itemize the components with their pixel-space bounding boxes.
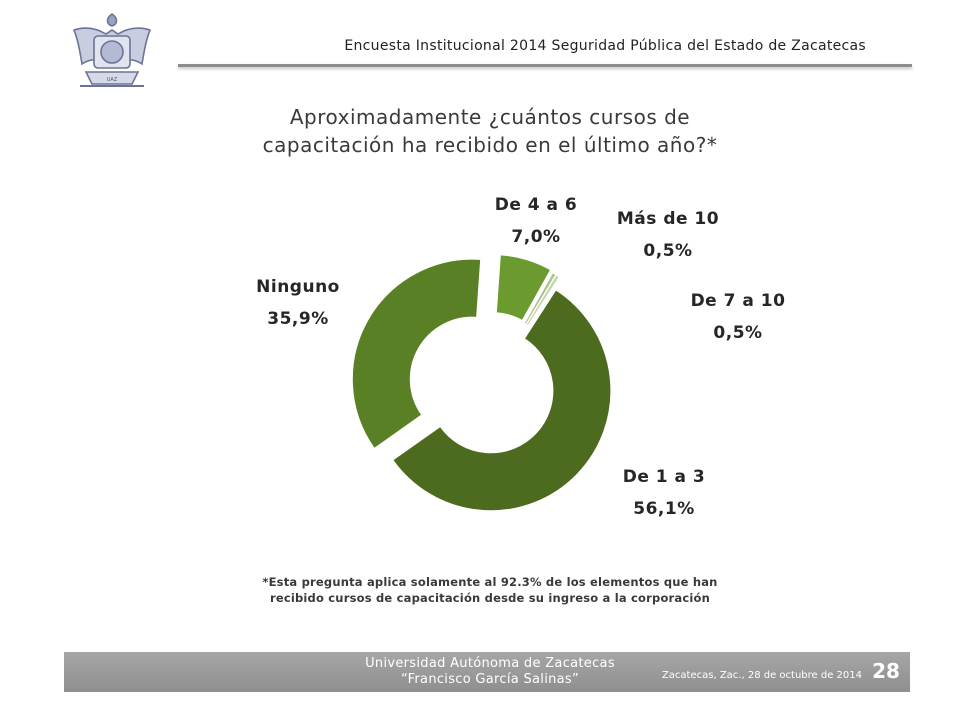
slice-value-label: 56,1% xyxy=(633,499,694,519)
slice-category-label: Ninguno xyxy=(256,277,340,297)
question-title-line1: Aproximadamente ¿cuántos cursos de xyxy=(289,105,691,129)
slice-category-label: De 1 a 3 xyxy=(623,467,706,487)
question-title-line2: capacitación ha recibido en el último añ… xyxy=(262,133,718,157)
footer-date: Zacatecas, Zac., 28 de octubre de 2014 xyxy=(661,670,862,681)
header-divider xyxy=(178,64,912,67)
slice-value-label: 7,0% xyxy=(511,227,560,247)
pie-slice xyxy=(525,274,561,327)
question-title: Aproximadamente ¿cuántos cursos de capac… xyxy=(240,103,740,159)
slice-value-label: 35,9% xyxy=(267,309,328,329)
footer-bar xyxy=(64,652,910,692)
header-title: Encuesta Institucional 2014 Seguridad Pú… xyxy=(344,38,866,54)
pie-slice xyxy=(392,289,612,512)
university-seal-icon: UAZ xyxy=(72,13,152,87)
footer-university-sub: “Francisco García Salinas” xyxy=(400,672,580,687)
slice-category-label: Más de 10 xyxy=(617,209,719,229)
svg-text:UAZ: UAZ xyxy=(107,77,118,83)
footer-university-name: Universidad Autónoma de Zacatecas xyxy=(365,656,615,671)
footnote-line1: *Esta pregunta aplica solamente al 92.3%… xyxy=(262,575,718,589)
page-number: 28 xyxy=(872,659,900,683)
pie-slice xyxy=(351,258,482,450)
pie-slice xyxy=(495,254,552,322)
slice-category-label: De 4 a 6 xyxy=(495,195,578,215)
slice-value-label: 0,5% xyxy=(643,241,692,261)
footer-university: Universidad Autónoma de Zacatecas “Franc… xyxy=(340,656,640,688)
footnote: *Esta pregunta aplica solamente al 92.3%… xyxy=(250,574,730,606)
footnote-line2: recibido cursos de capacitación desde su… xyxy=(269,591,711,605)
slice-category-label: De 7 a 10 xyxy=(691,291,786,311)
slice-value-label: 0,5% xyxy=(713,323,762,343)
